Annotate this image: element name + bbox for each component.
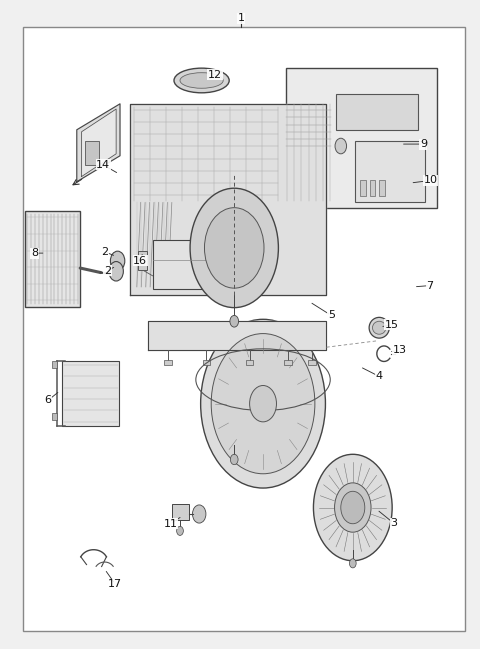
Bar	[308, 360, 316, 365]
Bar	[62, 361, 119, 426]
Bar	[355, 141, 425, 202]
Circle shape	[341, 491, 365, 524]
Bar	[284, 360, 292, 365]
Text: 5: 5	[328, 310, 335, 321]
Text: 1: 1	[238, 13, 244, 23]
Circle shape	[177, 526, 183, 535]
Bar	[52, 361, 57, 368]
Text: 9: 9	[420, 139, 427, 149]
Ellipse shape	[180, 73, 223, 88]
Bar	[379, 180, 385, 196]
Polygon shape	[77, 104, 120, 182]
Circle shape	[335, 138, 347, 154]
Circle shape	[335, 483, 371, 532]
Bar	[85, 141, 99, 165]
Bar	[320, 496, 385, 511]
Circle shape	[211, 334, 315, 474]
Text: 11: 11	[163, 519, 178, 529]
Text: 12: 12	[208, 69, 222, 80]
Text: 16: 16	[133, 256, 147, 266]
Polygon shape	[82, 109, 116, 177]
Circle shape	[230, 454, 238, 465]
Text: 4: 4	[376, 371, 383, 382]
Circle shape	[190, 188, 278, 308]
Text: 6: 6	[45, 395, 51, 406]
Circle shape	[192, 505, 206, 523]
Text: 10: 10	[423, 175, 438, 186]
Circle shape	[110, 251, 125, 271]
Bar	[246, 360, 253, 365]
Text: 15: 15	[384, 319, 399, 330]
Ellipse shape	[174, 68, 229, 93]
Bar	[138, 251, 147, 270]
Text: 14: 14	[96, 160, 110, 170]
Circle shape	[109, 262, 123, 281]
Ellipse shape	[372, 321, 386, 334]
Bar	[153, 240, 227, 289]
Bar	[52, 413, 57, 420]
Circle shape	[201, 319, 325, 488]
Bar	[286, 68, 437, 208]
Text: 8: 8	[31, 248, 38, 258]
Bar	[172, 504, 189, 520]
Text: 7: 7	[427, 280, 433, 291]
Bar	[370, 180, 375, 196]
Circle shape	[230, 315, 239, 327]
Text: 13: 13	[393, 345, 407, 356]
Circle shape	[204, 208, 264, 288]
Text: 3: 3	[390, 518, 397, 528]
Bar	[25, 211, 80, 307]
Bar	[203, 360, 210, 365]
Ellipse shape	[369, 317, 389, 338]
Circle shape	[349, 559, 356, 568]
Bar	[360, 180, 366, 196]
Text: 2: 2	[101, 247, 108, 257]
Polygon shape	[148, 321, 326, 350]
Polygon shape	[130, 104, 326, 295]
Bar	[164, 360, 172, 365]
Circle shape	[313, 454, 392, 561]
Circle shape	[250, 386, 276, 422]
Text: 17: 17	[108, 579, 122, 589]
Text: 2: 2	[104, 265, 111, 276]
Bar	[336, 94, 418, 130]
